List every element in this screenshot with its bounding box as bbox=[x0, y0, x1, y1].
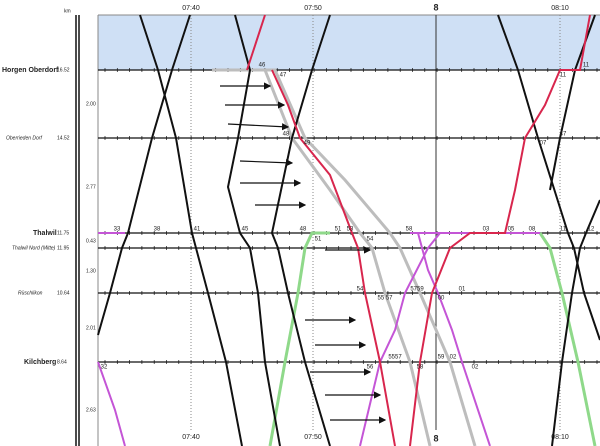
time-label: 07:50 bbox=[304, 5, 322, 12]
station-name: Rüschlikon bbox=[18, 290, 43, 296]
segment-length: 2.63 bbox=[86, 407, 96, 413]
train-number: 08 bbox=[529, 227, 536, 233]
train-number: 5557 bbox=[388, 355, 402, 361]
train-number: 53 bbox=[347, 227, 354, 233]
station-km: 11.95 bbox=[57, 245, 69, 251]
unit: km bbox=[64, 8, 71, 14]
train-number: 05 bbox=[508, 227, 515, 233]
train-number: 49 bbox=[304, 141, 311, 147]
train-number: 48 bbox=[300, 227, 307, 233]
time-label: 8 bbox=[433, 433, 438, 443]
train-number: 47 bbox=[560, 132, 567, 138]
segment-length: 2.01 bbox=[86, 325, 96, 331]
train-number: 58 bbox=[417, 365, 424, 371]
segment-length: 0.43 bbox=[86, 238, 96, 244]
segment-length: 1.30 bbox=[86, 268, 96, 274]
station-name: Thalwil Nord (Mitte) bbox=[12, 245, 56, 251]
train-number: 58 bbox=[406, 227, 413, 233]
train-number: 01 bbox=[459, 287, 466, 293]
station-km: 10.64 bbox=[57, 290, 70, 296]
train-number: 33 bbox=[114, 227, 121, 233]
train-number: 07 bbox=[540, 141, 547, 147]
station-km: 16.52 bbox=[57, 67, 70, 73]
arrows bbox=[220, 82, 387, 424]
station-name: Horgen Oberdorf bbox=[2, 67, 59, 74]
train-number: 47 bbox=[280, 73, 287, 79]
time-label: 07:50 bbox=[304, 434, 322, 441]
segment-length: 2.77 bbox=[86, 184, 96, 190]
train-number: 56 bbox=[367, 365, 374, 371]
train-number: 02 bbox=[472, 365, 479, 371]
time-label: 07:40 bbox=[182, 5, 200, 12]
train-number: 12 bbox=[588, 227, 595, 233]
train-paths bbox=[97, 14, 600, 446]
time-label: 08:10 bbox=[551, 5, 569, 12]
train-number: 11 bbox=[560, 73, 567, 79]
train-labels: 46 47 11 11 48 49 07 47 33 38 41 45 48 5… bbox=[101, 63, 595, 371]
time-label: 08:10 bbox=[551, 434, 569, 441]
station-lines bbox=[98, 68, 600, 364]
train-number: 54 bbox=[367, 237, 374, 243]
train-number: 48 bbox=[283, 132, 290, 138]
station-km: 8.64 bbox=[57, 359, 67, 365]
train-number: 03 bbox=[483, 227, 490, 233]
train-number: 46 bbox=[259, 63, 266, 69]
train-number: 00 bbox=[438, 296, 445, 302]
train-number: 45 bbox=[242, 227, 249, 233]
station-name: Oberrieden Dorf bbox=[6, 135, 42, 141]
station-km: 14.52 bbox=[57, 135, 70, 141]
train-number: 11 bbox=[583, 63, 590, 69]
train-number: 59 bbox=[438, 355, 445, 361]
train-number: 11 bbox=[560, 227, 567, 233]
time-label: 8 bbox=[433, 2, 438, 12]
segment-length: 2.00 bbox=[86, 101, 96, 107]
shaded-zone bbox=[98, 15, 600, 70]
station-name: Thalwil bbox=[33, 230, 57, 237]
train-number: 5759 bbox=[410, 287, 424, 293]
train-number: 54 bbox=[357, 287, 364, 293]
train-number: 32 bbox=[101, 365, 108, 371]
time-label: 07:40 bbox=[182, 434, 200, 441]
train-number: 02 bbox=[450, 355, 457, 361]
station-km: 11.75 bbox=[57, 230, 69, 236]
train-number: 51 bbox=[335, 227, 342, 233]
train-number: 41 bbox=[194, 227, 201, 233]
train-number: 51 bbox=[315, 237, 322, 243]
train-number: 38 bbox=[154, 227, 161, 233]
train-number: 55 57 bbox=[377, 296, 393, 302]
station-name: Kilchberg bbox=[24, 359, 56, 366]
